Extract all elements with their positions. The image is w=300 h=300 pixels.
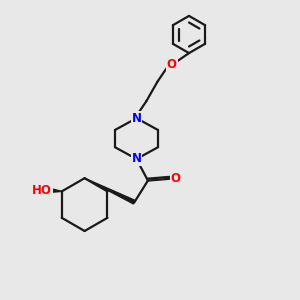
Text: N: N (131, 152, 142, 166)
Text: O: O (167, 58, 177, 71)
Text: HO: HO (32, 184, 52, 197)
Polygon shape (51, 189, 62, 192)
Polygon shape (85, 178, 135, 204)
Text: O: O (170, 172, 181, 185)
Text: N: N (131, 112, 142, 125)
